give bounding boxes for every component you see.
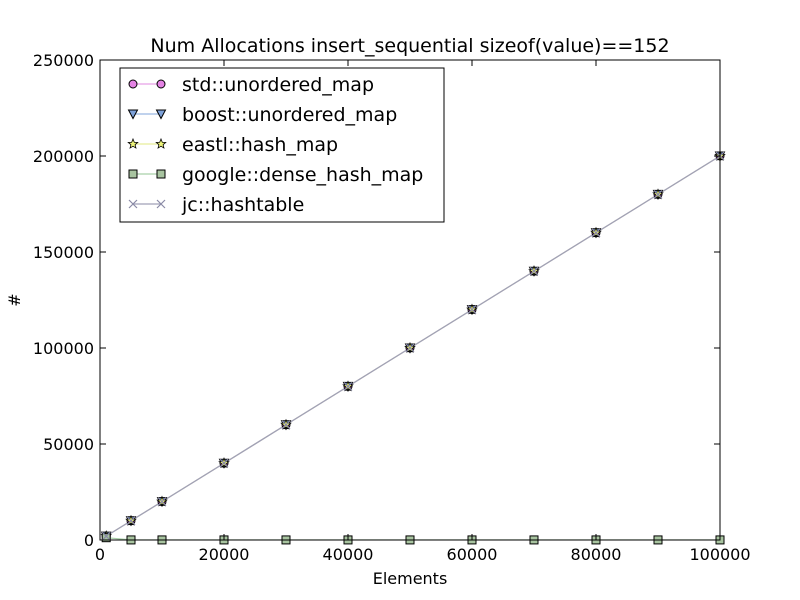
- chart-title: Num Allocations insert_sequential sizeof…: [150, 35, 669, 57]
- y-tick-label-5: 250000: [33, 51, 94, 70]
- legend-marker-end-2: [155, 137, 167, 149]
- plot-area: 0 20000 40000 60000 80000 100000 0 50000 100000 1…: [33, 51, 751, 564]
- legend: std::unordered_mapboost::unordered_mapea…: [119, 67, 445, 223]
- data-point-4-9: [591, 228, 601, 238]
- legend-entry-3: google::dense_hash_map: [128, 164, 423, 186]
- data-point-3-0: [101, 533, 111, 543]
- data-point-4-1: [126, 516, 136, 526]
- data-point-4-5: [343, 381, 353, 391]
- x-tick-label-1: 20000: [199, 545, 250, 564]
- data-point-4-4: [281, 420, 291, 430]
- legend-entry-4: jc::hashtable: [128, 194, 304, 216]
- legend-marker-start-2: [127, 137, 139, 149]
- x-tick-label-2: 40000: [323, 545, 374, 564]
- legend-label-0: std::unordered_map: [182, 74, 374, 96]
- x-tick-label-5: 100000: [689, 545, 750, 564]
- y-axis-title: #: [5, 293, 24, 306]
- data-point-4-7: [467, 305, 477, 315]
- legend-marker-end-1: [155, 109, 167, 120]
- x-tick-label-0: 0: [95, 545, 105, 564]
- legend-label-4: jc::hashtable: [181, 194, 304, 216]
- legend-marker-start-0: [128, 79, 138, 89]
- legend-marker-end-4: [156, 199, 166, 209]
- y-tick-label-3: 150000: [33, 243, 94, 262]
- x-axis-title: Elements: [373, 569, 448, 588]
- data-point-4-6: [405, 343, 415, 353]
- y-tick-label-0: 0: [84, 531, 94, 550]
- legend-marker-start-3: [128, 169, 138, 179]
- data-point-4-0: [101, 531, 111, 541]
- data-point-4-2: [157, 497, 167, 507]
- legend-label-3: google::dense_hash_map: [182, 164, 423, 186]
- legend-marker-end-3: [156, 169, 166, 179]
- legend-marker-end-0: [156, 79, 166, 89]
- y-tick-label-1: 50000: [43, 435, 94, 454]
- plot-frame: [99, 59, 721, 541]
- legend-label-2: eastl::hash_map: [182, 134, 338, 156]
- y-tick-label-4: 200000: [33, 147, 94, 166]
- legend-label-1: boost::unordered_map: [182, 104, 397, 126]
- legend-marker-start-4: [128, 199, 138, 209]
- data-point-4-3: [219, 458, 229, 468]
- series-line-4: [105, 155, 721, 537]
- data-point-4-10: [653, 189, 663, 199]
- y-tick-label-2: 100000: [33, 339, 94, 358]
- x-tick-label-3: 60000: [447, 545, 498, 564]
- legend-entry-1: boost::unordered_map: [127, 104, 397, 126]
- x-tick-label-4: 80000: [571, 545, 622, 564]
- legend-marker-start-1: [127, 109, 139, 120]
- legend-entry-0: std::unordered_map: [128, 74, 374, 96]
- legend-box: [119, 67, 445, 223]
- legend-entry-2: eastl::hash_map: [127, 134, 338, 156]
- data-point-4-8: [529, 266, 539, 276]
